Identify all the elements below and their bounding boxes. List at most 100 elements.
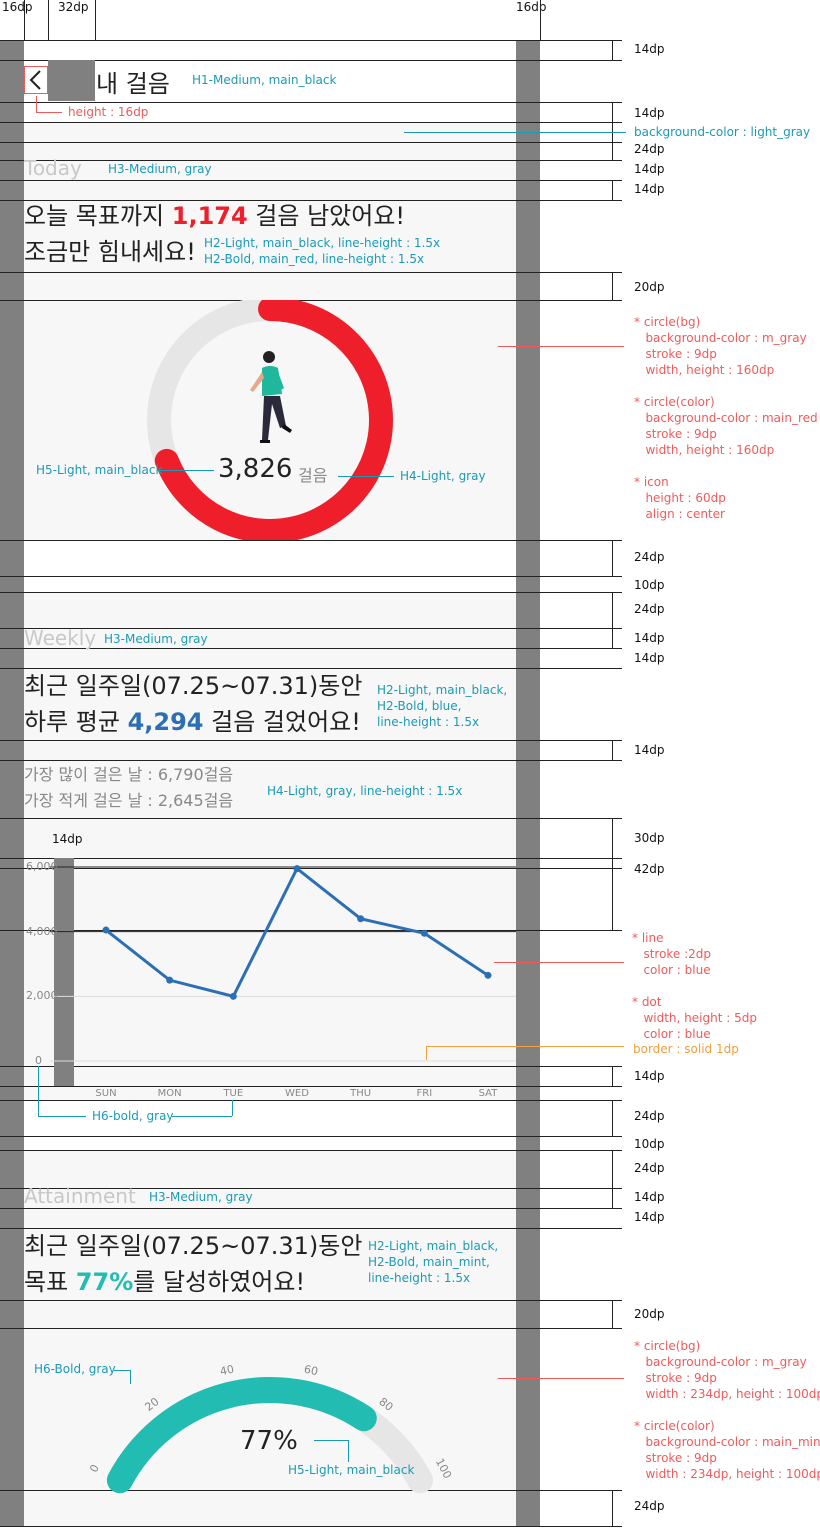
guide-line — [48, 0, 49, 40]
chart-ytick-label: 2,000 — [26, 989, 58, 1003]
guide-line — [0, 1086, 622, 1087]
gauge-tick-note: H6-Bold, gray — [34, 1362, 116, 1376]
guide-line — [0, 142, 622, 143]
annotation-leader — [232, 1100, 233, 1116]
guide-line — [0, 930, 622, 931]
dimension-label: 24dp — [634, 1161, 665, 1175]
axis-note: H6-bold, gray — [92, 1109, 174, 1123]
weekly-max-line: 가장 많이 걸은 날 : 6,790걸음 — [24, 765, 234, 784]
annotation-leader — [498, 1378, 624, 1379]
weekly-min-line: 가장 적게 걸은 날 : 2,645걸음 — [24, 791, 234, 810]
dimension-label: 14dp — [634, 1210, 665, 1224]
today-title-note: H3-Medium, gray — [108, 162, 212, 176]
guide-line — [0, 1136, 622, 1137]
guide-line — [612, 1490, 613, 1526]
remaining-steps: 1,174 — [171, 202, 248, 230]
guide-line — [0, 1490, 622, 1491]
title-note: H1-Medium, main_black — [192, 73, 337, 87]
dimension-label: 24dp — [634, 1109, 665, 1123]
ring-fill — [154, 300, 393, 540]
chart-point — [166, 976, 174, 984]
annotation-leader — [172, 1116, 232, 1117]
bg-note: background-color : light_gray — [634, 125, 811, 139]
annotation-leader — [404, 132, 626, 133]
annotation-leader — [426, 1046, 427, 1060]
guide-line — [612, 1066, 613, 1086]
height-note: height : 16dp — [68, 105, 149, 119]
annotation-leader — [426, 1046, 624, 1047]
weekly-title-note: H3-Medium, gray — [104, 632, 208, 646]
dimension-label: 14dp — [634, 106, 665, 120]
annotation-leader — [494, 962, 624, 963]
dimension-label: 20dp — [634, 280, 665, 294]
chart-xtick-label: FRI — [416, 1088, 433, 1099]
spacing-label-left: 16dp — [2, 0, 33, 14]
guide-line — [0, 648, 622, 649]
weekly-note: H2-Light, main_black, H2-Bold, blue, lin… — [377, 683, 508, 729]
guide-line — [0, 740, 622, 741]
gauge-tick-label: 60 — [302, 1362, 319, 1378]
attainment-note: H2-Light, main_black, H2-Bold, main_mint… — [368, 1239, 499, 1285]
guide-line — [0, 868, 622, 869]
dimension-label: 14dp — [634, 1069, 665, 1083]
annotation-leader — [36, 112, 62, 113]
weekly-line2: 하루 평균 4,294 걸음 걸었어요! — [24, 708, 361, 736]
guide-line — [0, 40, 622, 41]
chart-xtick-label: MON — [157, 1088, 182, 1099]
weekly-sub-note: H4-Light, gray, line-height : 1.5x — [267, 784, 463, 798]
chart-series-line — [105, 866, 489, 999]
attainment-gauge — [106, 1377, 434, 1494]
dimension-label: 14dp — [634, 631, 665, 645]
guide-line — [0, 160, 622, 161]
gauge-fill — [106, 1377, 377, 1494]
chart-point — [420, 929, 428, 937]
guide-line — [612, 740, 613, 760]
annotation-leader — [38, 1066, 39, 1116]
attainment-title-note: H3-Medium, gray — [149, 1190, 253, 1204]
spacing-label-inner: 32dp — [58, 0, 89, 14]
page-title: 내 걸음 — [96, 70, 170, 98]
today-note-2: H2-Bold, main_red, line-height : 1.5x — [204, 252, 425, 266]
guide-line — [612, 592, 613, 648]
guide-line — [0, 200, 622, 201]
guide-line — [0, 1188, 622, 1189]
back-button[interactable] — [24, 66, 48, 94]
annotation-leader — [130, 1370, 131, 1384]
today-note-1: H2-Light, main_black, line-height : 1.5x — [204, 236, 441, 250]
dimension-label: 10dp — [634, 1137, 665, 1151]
walking-person-icon — [250, 351, 292, 443]
guide-line — [612, 180, 613, 200]
dimension-label: 20dp — [634, 1307, 665, 1321]
annotation-leader — [338, 476, 394, 477]
guide-line — [0, 540, 622, 541]
chart-ytick-label: 4,000 — [26, 924, 58, 938]
dimension-label: 14dp — [634, 182, 665, 196]
chart-line-spec: * line stroke :2dp color : blue * dot wi… — [632, 931, 757, 1041]
dimension-label: 42dp — [634, 862, 665, 876]
guide-line — [0, 272, 622, 273]
guide-line — [0, 1150, 622, 1151]
today-panel — [24, 122, 516, 540]
guide-line — [540, 0, 541, 40]
annotation-leader — [314, 1440, 348, 1441]
dimension-label: 24dp — [634, 550, 665, 564]
guide-line — [0, 300, 622, 301]
chart-gap-label: 14dp — [52, 832, 83, 846]
annotation-leader — [348, 1440, 349, 1462]
header-gap-block — [48, 60, 95, 101]
guide-line — [0, 180, 622, 181]
guide-line — [95, 0, 96, 40]
weekly-panel — [24, 592, 516, 1100]
dimension-label: 14dp — [634, 162, 665, 176]
guide-line — [0, 122, 622, 123]
dimension-label: 24dp — [634, 1499, 665, 1513]
weekly-line1: 최근 일주일(07.25~07.31)동안 — [24, 672, 363, 700]
guide-line — [612, 540, 613, 576]
attainment-line2: 목표 77%를 달성하였어요! — [24, 1268, 306, 1296]
dimension-label: 14dp — [634, 743, 665, 757]
guide-line — [0, 818, 622, 819]
attainment-panel — [24, 1150, 516, 1526]
guide-line — [612, 1150, 613, 1208]
today-progress-ring — [147, 300, 393, 540]
dimension-label: 24dp — [634, 142, 665, 156]
